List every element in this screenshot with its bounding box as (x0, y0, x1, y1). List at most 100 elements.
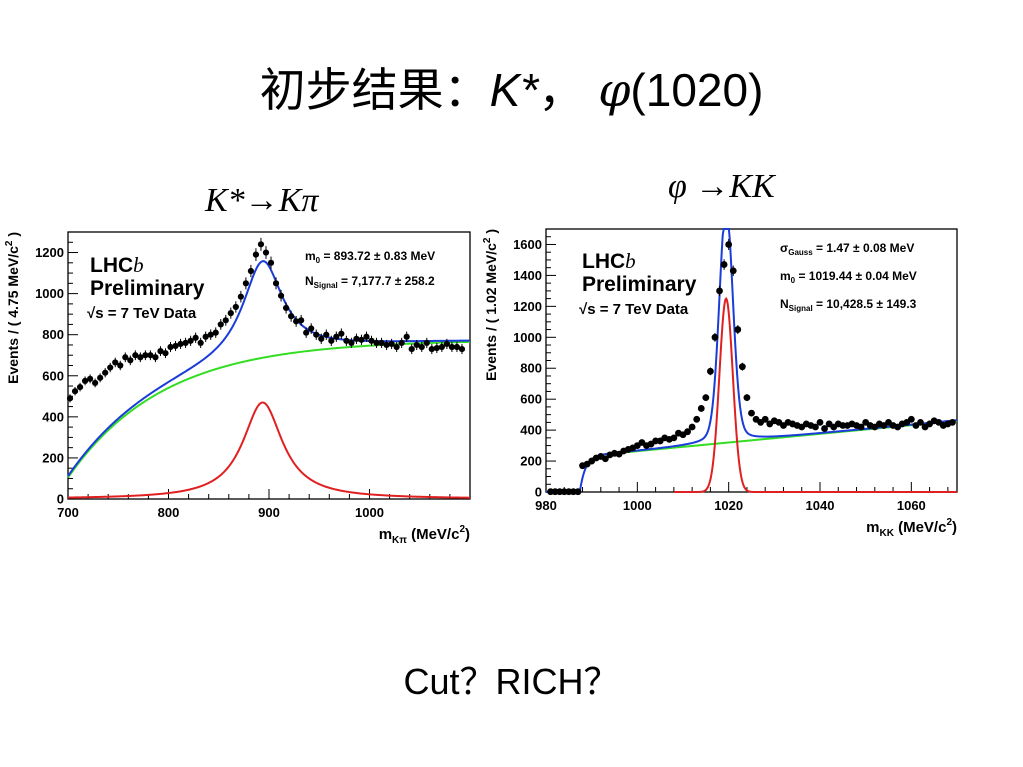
data-point (197, 339, 204, 347)
data-point (313, 331, 320, 338)
data-point (743, 394, 751, 402)
data-point (702, 394, 710, 402)
data-point (707, 367, 714, 375)
data-point (601, 455, 609, 463)
y-tick-label: 800 (42, 327, 64, 342)
status-label: Preliminary (90, 277, 205, 300)
data-point (423, 339, 430, 347)
y-tick-label: 1400 (513, 268, 542, 283)
data-point (112, 359, 119, 366)
data-point (907, 415, 915, 423)
x-axis-label: mKK (MeV/c2) (866, 517, 957, 539)
data-point (232, 303, 239, 311)
data-point (388, 340, 395, 348)
data-point (107, 364, 114, 371)
data-point (122, 354, 129, 361)
data-point (247, 267, 255, 275)
data-point (413, 341, 420, 349)
y-tick-label: 1200 (513, 299, 542, 314)
slide-title: 初步结果：K*， φ(1020) (0, 60, 1023, 120)
data-point (748, 409, 755, 417)
x-tick-label: 1060 (897, 498, 926, 513)
data-point (328, 337, 335, 344)
data-point (323, 331, 330, 338)
data-point (408, 345, 415, 353)
y-tick-label: 1000 (513, 330, 542, 345)
data-point (428, 345, 435, 353)
data-point (761, 415, 769, 423)
title-mass: (1020) (630, 64, 764, 116)
x-tick-label: 700 (57, 505, 79, 520)
data-point (917, 418, 924, 426)
signal-curve (67, 401, 471, 499)
data-point (373, 339, 380, 347)
data-point (192, 334, 199, 341)
data-point (293, 318, 300, 325)
fit-parameter: m0 = 1019.44 ± 0.04 MeV (780, 269, 917, 285)
data-point (812, 423, 819, 431)
data-point (688, 423, 696, 431)
data-point (152, 354, 159, 361)
data-point (137, 354, 144, 361)
data-point (353, 335, 360, 342)
x-tick-label: 900 (258, 505, 280, 520)
status-label: Preliminary (582, 273, 697, 296)
data-point (697, 405, 705, 412)
data-point (693, 415, 701, 423)
title-phi: φ (598, 63, 631, 117)
data-point (734, 326, 742, 333)
data-point (574, 488, 582, 496)
data-point (207, 331, 214, 338)
fit-parameter: NSignal = 7,177.7 ± 258.2 (305, 274, 435, 290)
x-tick-label: 1020 (714, 498, 743, 513)
data-point (288, 313, 295, 320)
data-point (363, 333, 370, 340)
data-point (443, 340, 450, 348)
data-point (97, 374, 104, 381)
data-point (217, 321, 224, 328)
data-point (76, 383, 84, 391)
data-point (147, 352, 154, 359)
data-point (378, 339, 385, 347)
data-point (303, 329, 310, 336)
data-point (157, 348, 164, 355)
y-tick-label: 0 (57, 492, 64, 507)
y-tick-label: 800 (520, 361, 542, 376)
data-point (277, 292, 285, 299)
data-point (403, 333, 410, 340)
data-point (398, 339, 405, 347)
data-point (716, 287, 723, 295)
data-point (816, 418, 824, 426)
x-axis-label: mKπ (MeV/c2) (379, 524, 470, 546)
data-point (81, 377, 89, 385)
signal-curve (673, 296, 957, 493)
y-tick-label: 600 (520, 392, 542, 407)
data-point (177, 340, 184, 348)
data-point (383, 341, 390, 349)
data-point (358, 336, 365, 343)
x-tick-label: 800 (158, 505, 180, 520)
y-tick-label: 400 (42, 409, 64, 424)
data-point (227, 310, 234, 317)
fit-parameter: σGauss = 1.47 ± 0.08 MeV (780, 241, 914, 257)
experiment-label: LHCb (90, 253, 144, 277)
data-point (711, 333, 719, 341)
data-point (202, 333, 209, 340)
data-point (66, 395, 74, 402)
data-point (670, 434, 678, 442)
title-separator: ， (538, 63, 585, 117)
data-point (338, 330, 345, 337)
data-point (132, 352, 139, 359)
data-point (308, 325, 315, 332)
y-axis-label: Events / ( 1.02 MeV/c2 ) (482, 229, 499, 381)
data-point (448, 343, 456, 351)
data-point (729, 267, 737, 275)
data-point (102, 369, 109, 376)
data-point (267, 259, 275, 266)
data-point (127, 357, 134, 364)
y-tick-label: 200 (42, 450, 64, 465)
y-tick-label: 1200 (35, 245, 64, 260)
data-point (237, 293, 244, 300)
y-tick-label: 600 (42, 368, 64, 383)
